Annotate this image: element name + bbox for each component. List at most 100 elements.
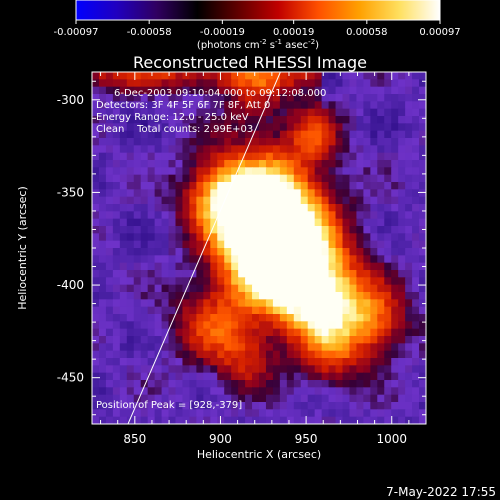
heatmap-cell <box>391 314 399 322</box>
heatmap-cell <box>259 211 267 220</box>
heatmap-cell <box>363 394 371 403</box>
heatmap-cell <box>279 365 288 374</box>
heatmap-cell <box>405 292 413 300</box>
heatmap-cell <box>217 262 225 271</box>
heatmap-cell <box>272 94 281 102</box>
heatmap-cell <box>265 145 274 154</box>
heatmap-cell <box>259 226 267 234</box>
heatmap-cell <box>293 402 302 410</box>
heatmap-cell <box>349 248 358 256</box>
heatmap-cell <box>286 365 295 374</box>
heatmap-cell <box>363 130 371 139</box>
heatmap-cell <box>238 387 246 396</box>
heatmap-cell <box>203 299 211 308</box>
heatmap-cell <box>300 72 309 80</box>
heatmap-cell <box>293 218 302 227</box>
heatmap-cell <box>335 314 344 322</box>
heatmap-cell <box>175 123 184 132</box>
heatmap-cell <box>342 358 351 366</box>
heatmap-cell <box>363 72 371 80</box>
heatmap-cell <box>405 380 413 388</box>
heatmap-cell <box>196 226 204 234</box>
heatmap-cell <box>328 79 337 88</box>
heatmap-cell <box>370 174 378 183</box>
heatmap-cell <box>328 174 337 183</box>
heatmap-cell <box>238 130 246 139</box>
heatmap-cell <box>286 152 295 161</box>
heatmap-cell <box>335 336 344 344</box>
heatmap-cell <box>196 160 204 168</box>
heatmap-cell <box>133 306 142 315</box>
heatmap-cell <box>356 321 364 330</box>
heatmap-cell <box>154 358 163 366</box>
heatmap-cell <box>412 394 420 403</box>
heatmap-cell <box>370 123 378 132</box>
heatmap-cell <box>105 86 114 95</box>
heatmap-cell <box>272 138 281 146</box>
heatmap-cell <box>286 79 295 88</box>
heatmap-cell <box>161 284 170 293</box>
heatmap-cell <box>210 409 218 418</box>
heatmap-cell <box>133 218 142 227</box>
heatmap-cell <box>300 255 309 264</box>
heatmap-cell <box>182 218 191 227</box>
heatmap-cell <box>217 255 225 264</box>
heatmap-cell <box>342 270 351 278</box>
heatmap-cell <box>377 204 385 212</box>
heatmap-cell <box>126 72 135 80</box>
heatmap-cell <box>405 189 413 198</box>
heatmap-cell <box>224 277 232 286</box>
heatmap-cell <box>300 248 309 256</box>
heatmap-cell <box>314 167 323 176</box>
heatmap-cell <box>307 284 316 293</box>
heatmap-cell <box>231 416 239 424</box>
heatmap-cell <box>105 101 114 110</box>
heatmap-cell <box>335 284 344 293</box>
heatmap-cell <box>196 240 204 249</box>
heatmap-cell <box>154 189 163 198</box>
heatmap-cell <box>105 277 114 286</box>
heatmap-cell <box>419 350 426 359</box>
heatmap-cell <box>119 358 128 366</box>
heatmap-cell <box>300 409 309 418</box>
heatmap-cell <box>126 343 135 352</box>
heatmap-cell <box>189 72 197 80</box>
heatmap-cell <box>356 101 364 110</box>
heatmap-cell <box>356 299 364 308</box>
heatmap-cell <box>161 79 170 88</box>
heatmap-cell <box>349 72 358 80</box>
heatmap-cell <box>293 299 302 308</box>
heatmap-cell <box>245 402 253 410</box>
heatmap-cell <box>328 394 337 403</box>
heatmap-cell <box>419 343 426 352</box>
heatmap-cell <box>252 248 260 256</box>
heatmap-cell <box>182 350 191 359</box>
heatmap-cell <box>161 306 170 315</box>
heatmap-cell <box>140 204 149 212</box>
heatmap-cell <box>363 380 371 388</box>
heatmap-cell <box>307 182 316 190</box>
heatmap-cell <box>272 130 281 139</box>
heatmap-cell <box>384 284 392 293</box>
heatmap-cell <box>210 292 218 300</box>
heatmap-cell <box>293 248 302 256</box>
heatmap-cell <box>182 394 191 403</box>
heatmap-cell <box>342 321 351 330</box>
heatmap-cell <box>419 365 426 374</box>
heatmap-cell <box>245 372 253 381</box>
heatmap-cell <box>272 314 281 322</box>
heatmap-cell <box>370 108 378 117</box>
heatmap-cell <box>133 402 142 410</box>
heatmap-cell <box>307 365 316 374</box>
heatmap-cell <box>279 94 288 102</box>
heatmap-cell <box>398 204 406 212</box>
heatmap-cell <box>377 211 385 220</box>
heatmap-cell <box>133 380 142 388</box>
heatmap-cell <box>112 182 121 190</box>
heatmap-cell <box>363 196 371 205</box>
heatmap-cell <box>154 233 163 242</box>
heatmap-cell <box>377 416 385 424</box>
heatmap-cell <box>398 152 406 161</box>
heatmap-cell <box>384 321 392 330</box>
heatmap-cell <box>328 145 337 154</box>
